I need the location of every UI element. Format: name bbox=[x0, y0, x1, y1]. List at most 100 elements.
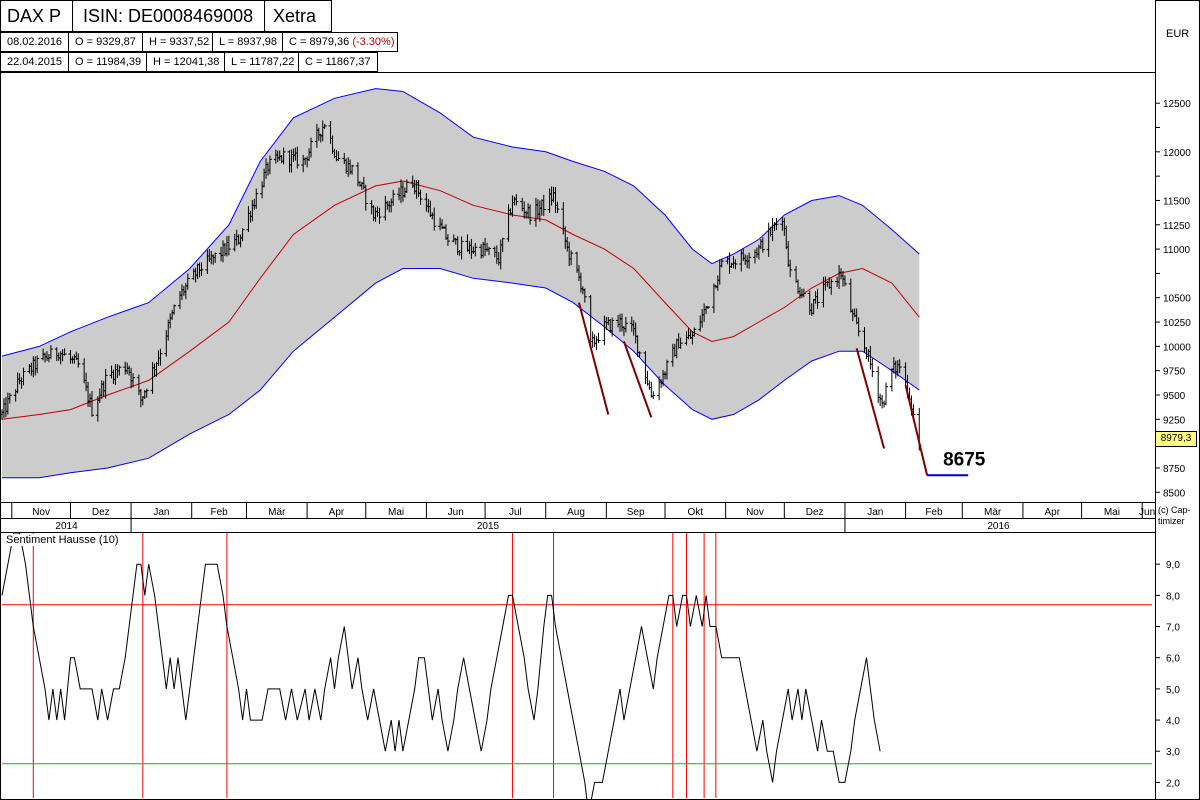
price-y-tick-label: 9750 bbox=[1163, 367, 1186, 378]
ohlc-bar bbox=[432, 207, 437, 231]
ohlc-bar bbox=[172, 304, 177, 315]
indicator-y-tick-label: 7,0 bbox=[1166, 623, 1180, 634]
ohlc-bar bbox=[391, 189, 396, 206]
bollinger-upper-line bbox=[1, 88, 920, 357]
price-y-tick-label: 12500 bbox=[1163, 99, 1191, 110]
year-label: 2016 bbox=[987, 521, 1010, 532]
ohlc-bar bbox=[788, 259, 793, 278]
indicator-y-tick-label: 8,0 bbox=[1166, 591, 1180, 602]
ohlc-bar bbox=[199, 262, 204, 277]
trend-line bbox=[855, 348, 886, 449]
current-low: L = 8937,98 bbox=[213, 33, 283, 51]
indicator-panel-frame bbox=[0, 532, 1156, 800]
trend-lines bbox=[577, 302, 969, 477]
indicator-y-tick-label: 3,0 bbox=[1166, 747, 1180, 758]
ohlc-bar bbox=[76, 353, 81, 368]
axes: 8500 8750 9250 9500 9750 10000 10250 10500 11000… bbox=[11, 99, 1191, 789]
month-label: Nov bbox=[32, 507, 50, 518]
ohlc-bar bbox=[473, 242, 478, 257]
ohlc-bar bbox=[596, 332, 601, 344]
indicator-title: Sentiment Hausse (10) bbox=[4, 534, 121, 546]
ohlc-bar bbox=[637, 351, 642, 358]
bollinger-lower-line bbox=[2, 268, 920, 479]
current-change: (-3.30%) bbox=[352, 36, 395, 48]
ohlc-bar bbox=[692, 327, 697, 337]
trend-line bbox=[622, 341, 653, 418]
bollinger-band bbox=[1, 88, 920, 479]
moving-average-line bbox=[1, 180, 920, 420]
ohlc-bar bbox=[500, 237, 505, 253]
ohlc-bar bbox=[829, 278, 834, 295]
ohlc-bar bbox=[418, 189, 423, 206]
ohlc-bar bbox=[842, 275, 847, 287]
ohlc-bar bbox=[404, 179, 409, 194]
instrument-name: DAX P bbox=[1, 1, 73, 31]
ohlc-row-reference: 22.04.2015 O = 11984,39 H = 12041,38 L =… bbox=[0, 52, 378, 72]
ohlc-bar bbox=[103, 368, 108, 399]
reference-high: H = 12041,38 bbox=[147, 53, 225, 71]
ohlc-bar bbox=[117, 365, 122, 376]
price-y-tick-label: 12000 bbox=[1163, 148, 1191, 159]
price-y-tick-label: 10000 bbox=[1163, 342, 1191, 353]
ohlc-bar bbox=[719, 258, 724, 268]
ohlc-bar bbox=[309, 137, 314, 158]
indicator-y-tick-label: 4,0 bbox=[1166, 716, 1180, 727]
month-label: Aug bbox=[567, 507, 585, 518]
ohlc-bar bbox=[267, 155, 272, 175]
ohlc-bar bbox=[158, 348, 163, 366]
month-label: Jun bbox=[1139, 507, 1155, 518]
ohlc-bar bbox=[363, 184, 368, 211]
ohlc-bar bbox=[747, 252, 752, 269]
ohlc-bar bbox=[254, 188, 259, 209]
ohlc-bar bbox=[870, 358, 875, 378]
month-label: Jan bbox=[153, 507, 169, 518]
month-label: Feb bbox=[925, 507, 943, 518]
ohlc-bar bbox=[445, 234, 450, 246]
ohlc-bar bbox=[48, 345, 53, 359]
ohlc-bar bbox=[377, 207, 382, 225]
current-close: C = 8979,36 (-3.30%) bbox=[289, 36, 395, 48]
bollinger-band-fill bbox=[2, 88, 920, 478]
ohlc-bar bbox=[678, 337, 683, 349]
ohlc-bar bbox=[541, 194, 546, 216]
month-label: Jan bbox=[867, 507, 883, 518]
month-label: Dez bbox=[92, 507, 110, 518]
indicator-y-tick-label: 9,0 bbox=[1166, 560, 1180, 571]
ohlc-bar bbox=[555, 201, 560, 214]
instrument-isin: ISIN: DE0008469008 bbox=[73, 1, 265, 31]
month-label: Jul bbox=[509, 507, 522, 518]
month-label: Dez bbox=[806, 507, 824, 518]
ohlc-bar bbox=[582, 288, 587, 303]
ohlc-bar bbox=[89, 391, 94, 417]
ohlc-bar bbox=[651, 391, 656, 400]
ohlc-bar bbox=[856, 317, 861, 337]
price-y-tick-label: 8750 bbox=[1163, 464, 1186, 475]
ohlc-bar bbox=[35, 355, 40, 374]
ohlc-bar bbox=[459, 236, 464, 260]
ohlc-bar bbox=[295, 146, 300, 169]
price-y-tick-label: 9500 bbox=[1163, 391, 1186, 402]
ohlc-bar bbox=[801, 288, 806, 298]
trend-line bbox=[577, 302, 610, 415]
reference-low: L = 11787,22 bbox=[225, 53, 299, 71]
ohlc-bar bbox=[884, 382, 889, 406]
ohlc-bar bbox=[213, 252, 218, 263]
ohlc-bar bbox=[336, 151, 341, 161]
price-bars bbox=[0, 120, 922, 451]
ohlc-bar bbox=[226, 235, 231, 256]
ohlc-bar bbox=[281, 147, 286, 165]
month-label: Mär bbox=[984, 507, 1002, 518]
ohlc-bar bbox=[815, 288, 820, 309]
price-y-tick-label: 11250 bbox=[1163, 221, 1191, 232]
year-label: 2014 bbox=[55, 521, 78, 532]
ohlc-bar bbox=[350, 164, 355, 175]
ohlc-bar bbox=[185, 273, 190, 290]
price-y-tick-label: 10250 bbox=[1163, 318, 1191, 329]
indicator-y-tick-label: 2,0 bbox=[1166, 778, 1180, 789]
ohlc-bar bbox=[664, 359, 669, 380]
copyright-label: (c) Cap-timizer bbox=[1158, 505, 1191, 526]
current-open: O = 9329,87 bbox=[69, 33, 143, 51]
ohlc-bar bbox=[322, 123, 327, 129]
price-y-tick-label: 11500 bbox=[1163, 196, 1191, 207]
month-label: Okt bbox=[688, 507, 704, 518]
